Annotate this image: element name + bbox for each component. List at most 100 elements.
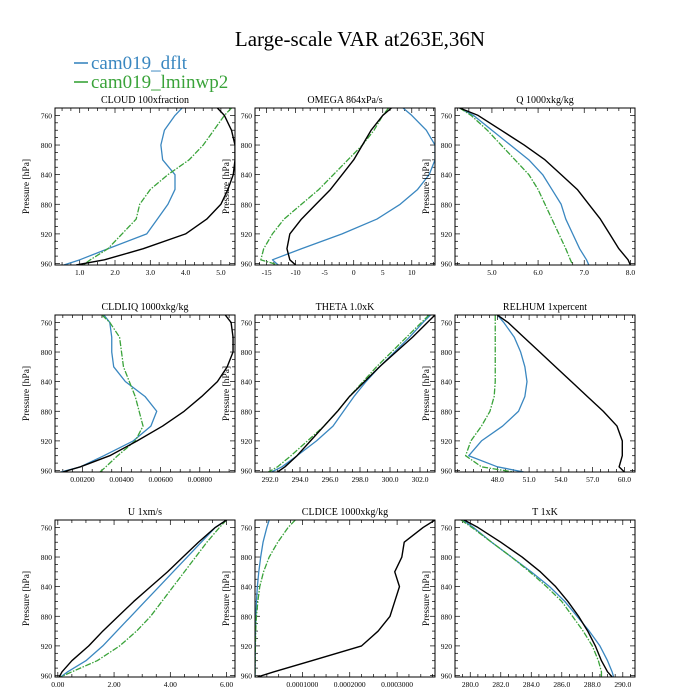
panel-1: CLOUD 100xfraction Pressure [hPa] 760 800 84… (22, 95, 236, 277)
x-tick-label: -10 (291, 268, 301, 277)
x-tick-label: 302.0 (412, 475, 429, 484)
x-tick-label: 5.0 (487, 268, 497, 277)
y-tick-label: 840 (41, 171, 53, 180)
x-tick-label: 7.0 (580, 268, 590, 277)
y-tick-label: 840 (241, 378, 253, 387)
y-tick-label: 920 (441, 437, 453, 446)
series-line-black (277, 315, 435, 472)
series-line-cam019-dflt (271, 315, 431, 472)
y-tick-label: 760 (41, 523, 53, 532)
y-tick-label: 760 (441, 318, 453, 327)
y-tick-label: 920 (41, 230, 53, 239)
y-tick-label: 880 (441, 200, 453, 209)
series-line-black (496, 315, 625, 472)
x-tick-label: 48.0 (491, 475, 504, 484)
panel-title: Q 1000xkg/kg (516, 95, 574, 106)
panel-frame (454, 107, 636, 266)
x-tick-label: 298.0 (352, 475, 369, 484)
series-line-black (463, 520, 613, 677)
series-line-black (76, 108, 235, 265)
y-tick-label: 760 (241, 318, 253, 327)
x-tick-label: 290.0 (614, 680, 631, 689)
x-tick-label: 286.0 (553, 680, 570, 689)
x-tick-label: 300.0 (382, 475, 399, 484)
x-tick-label: 10 (408, 268, 416, 277)
y-tick-label: 760 (41, 318, 53, 327)
x-tick-label: 4.00 (164, 680, 177, 689)
x-tick-label: 0.00400 (109, 475, 134, 484)
y-tick-label: 800 (41, 348, 53, 357)
panel-6: RELHUM 1xpercent Pressure [hPa] 760 800 840 8… (422, 302, 636, 484)
y-tick-label: 920 (41, 437, 53, 446)
series-line-black (257, 520, 435, 677)
series-line-cam019-lminwp2 (464, 315, 514, 472)
y-tick-label: 880 (41, 407, 53, 416)
x-tick-label: 3.0 (146, 268, 156, 277)
x-tick-label: 0.00800 (188, 475, 213, 484)
panel-title: RELHUM 1xpercent (503, 302, 587, 313)
panel-frame (254, 107, 436, 266)
y-tick-label: 960 (441, 467, 453, 476)
series-line-cam019-dflt (271, 108, 435, 265)
x-tick-label: 2.00 (108, 680, 121, 689)
x-tick-label: 282.0 (492, 680, 509, 689)
panel-frame (454, 314, 636, 473)
panel-frame (254, 314, 436, 473)
y-tick-label: 800 (241, 348, 253, 357)
panel-frame (54, 314, 236, 473)
y-tick-label: 880 (41, 200, 53, 209)
panel-title: CLDLIQ 1000xkg/kg (102, 302, 189, 313)
series-line-cam019-lminwp2 (260, 108, 390, 265)
legend-label-2: cam019_lminwp2 (91, 72, 228, 93)
series-line-cam019-lminwp2 (99, 315, 144, 472)
panel-9: T 1xK Pressure [hPa] 760 800 840 880 920 960 280… (422, 507, 636, 689)
y-tick-label: 960 (441, 672, 453, 681)
y-tick-label: 840 (241, 171, 253, 180)
x-tick-label: 0 (352, 268, 356, 277)
series-line-cam019-lminwp2 (268, 315, 430, 472)
x-tick-label: 5.0 (216, 268, 226, 277)
y-tick-label: 960 (241, 467, 253, 476)
y-tick-label: 840 (441, 583, 453, 592)
series-line-cam019-lminwp2 (82, 108, 232, 265)
y-tick-label: 800 (241, 141, 253, 150)
x-tick-label: 4.0 (181, 268, 191, 277)
x-tick-label: 54.0 (554, 475, 567, 484)
x-tick-label: 280.0 (462, 680, 479, 689)
series-line-cam019-lminwp2 (459, 108, 574, 265)
x-tick-label: 288.0 (584, 680, 601, 689)
x-tick-label: 0.0003000 (381, 680, 413, 689)
y-axis-label: Pressure [hPa] (222, 159, 232, 214)
x-tick-label: 5 (381, 268, 385, 277)
series-line-cam019-lminwp2 (60, 520, 228, 677)
panel-8: CLDICE 1000xkg/kg Pressure [hPa] 760 800 840… (222, 507, 436, 689)
y-tick-label: 880 (441, 612, 453, 621)
panel-2: OMEGA 864xPa/s Pressure [hPa] 760 800 840 880… (222, 95, 436, 277)
y-tick-label: 760 (241, 523, 253, 532)
series-line-black (62, 315, 234, 472)
x-tick-label: 0.0001000 (286, 680, 318, 689)
legend-label-1: cam019_dflt (91, 53, 188, 74)
y-tick-label: 760 (241, 111, 253, 120)
y-tick-label: 880 (241, 200, 253, 209)
y-tick-label: 800 (241, 553, 253, 562)
y-tick-label: 880 (241, 407, 253, 416)
x-tick-label: 0.0002000 (334, 680, 366, 689)
series-line-cam019-dflt (60, 520, 227, 677)
series-line-cam019-lminwp2 (255, 520, 296, 677)
series-line-cam019-dflt (459, 108, 590, 265)
x-tick-label: 284.0 (523, 680, 540, 689)
panel-frame (54, 519, 236, 678)
x-tick-label: 294.0 (292, 475, 309, 484)
series-line-cam019-dflt (468, 315, 528, 472)
main-title: Large-scale VAR at263E,36N (235, 27, 485, 51)
y-tick-label: 800 (441, 553, 453, 562)
y-tick-label: 880 (441, 407, 453, 416)
x-tick-label: -5 (322, 268, 328, 277)
y-tick-label: 800 (441, 141, 453, 150)
panel-7: U 1xm/s Pressure [hPa] 760 800 840 880 920 9600… (22, 507, 236, 689)
y-tick-label: 840 (241, 583, 253, 592)
x-tick-label: 296.0 (322, 475, 339, 484)
panel-frame (54, 107, 236, 266)
